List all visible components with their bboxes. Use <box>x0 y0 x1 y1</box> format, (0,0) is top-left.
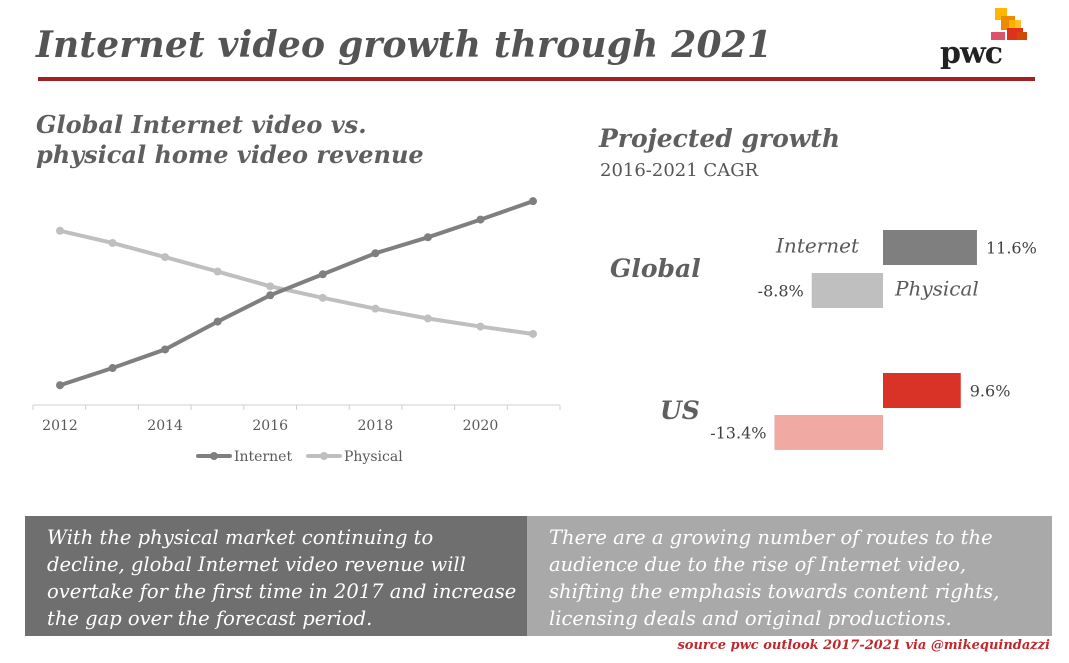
series-name-label: Physical <box>894 277 979 301</box>
bar-global-physical <box>811 273 883 308</box>
series-name-label: Internet <box>775 234 860 258</box>
data-point-internet <box>108 364 117 373</box>
legend-label-physical: Physical <box>344 449 403 465</box>
group-label-us: US <box>660 396 700 425</box>
bar-value-label: -8.8% <box>758 282 804 301</box>
x-tick-label: 2020 <box>463 418 499 434</box>
data-point-internet <box>213 317 222 326</box>
callout-right: There are a growing number of routes to … <box>527 516 1052 636</box>
data-point-physical <box>318 293 327 302</box>
data-point-internet <box>529 197 537 206</box>
data-point-physical <box>266 282 275 291</box>
data-point-physical <box>213 267 222 276</box>
bar-us-physical <box>774 415 883 450</box>
bar-global-internet <box>883 230 977 265</box>
data-point-physical <box>161 253 170 262</box>
data-point-internet <box>423 233 432 242</box>
line-chart-title: Global Internet video vs. physical home … <box>36 110 506 170</box>
data-point-internet <box>56 381 64 390</box>
data-point-physical <box>423 314 432 323</box>
data-point-internet <box>371 249 380 258</box>
bar-value-label: 11.6% <box>986 239 1037 258</box>
bar-us-internet <box>883 373 961 408</box>
logo-text: pwc <box>940 36 1003 71</box>
legend-marker-internet <box>210 452 218 460</box>
legend-label-internet: Internet <box>234 449 292 465</box>
data-point-internet <box>266 291 275 300</box>
page-title: Internet video growth through 2021 <box>36 24 773 66</box>
bar-chart-title: Projected growth <box>599 124 841 153</box>
x-tick-label: 2012 <box>42 418 78 434</box>
pwc-logo: pwc <box>935 6 1035 74</box>
source-credit: source pwc outlook 2017-2021 via @mikequ… <box>677 638 1050 653</box>
series-line-internet <box>58 199 535 388</box>
series-line-physical <box>58 228 535 336</box>
callout-left: With the physical market continuing to d… <box>25 516 527 636</box>
group-label-global: Global <box>610 254 701 283</box>
title-divider <box>38 77 1035 81</box>
data-point-internet <box>161 345 170 354</box>
bar-chart-subtitle: 2016-2021 CAGR <box>600 160 759 181</box>
data-point-internet <box>476 215 485 224</box>
x-tick-label: 2018 <box>358 418 394 434</box>
line-chart: 2012 2014 2016 2018 2020 Internet Physical <box>32 197 561 465</box>
data-point-internet <box>318 270 327 279</box>
x-tick-label: 2016 <box>252 418 288 434</box>
bar-value-label: -13.4% <box>710 424 766 443</box>
data-point-physical <box>476 322 485 331</box>
legend-marker-physical <box>320 452 328 460</box>
data-point-physical <box>108 238 117 247</box>
bar-chart: Global 11.6% Internet -8.8% Physical US 9.6% -1… <box>610 230 1037 450</box>
data-point-physical <box>371 304 380 313</box>
data-point-physical <box>56 226 64 235</box>
data-point-physical <box>529 329 537 338</box>
bar-value-label: 9.6% <box>970 382 1011 401</box>
line-chart-title-line1: Global Internet video vs. <box>36 110 367 139</box>
line-chart-title-line2: physical home video revenue <box>36 140 424 169</box>
x-tick-label: 2014 <box>147 418 183 434</box>
